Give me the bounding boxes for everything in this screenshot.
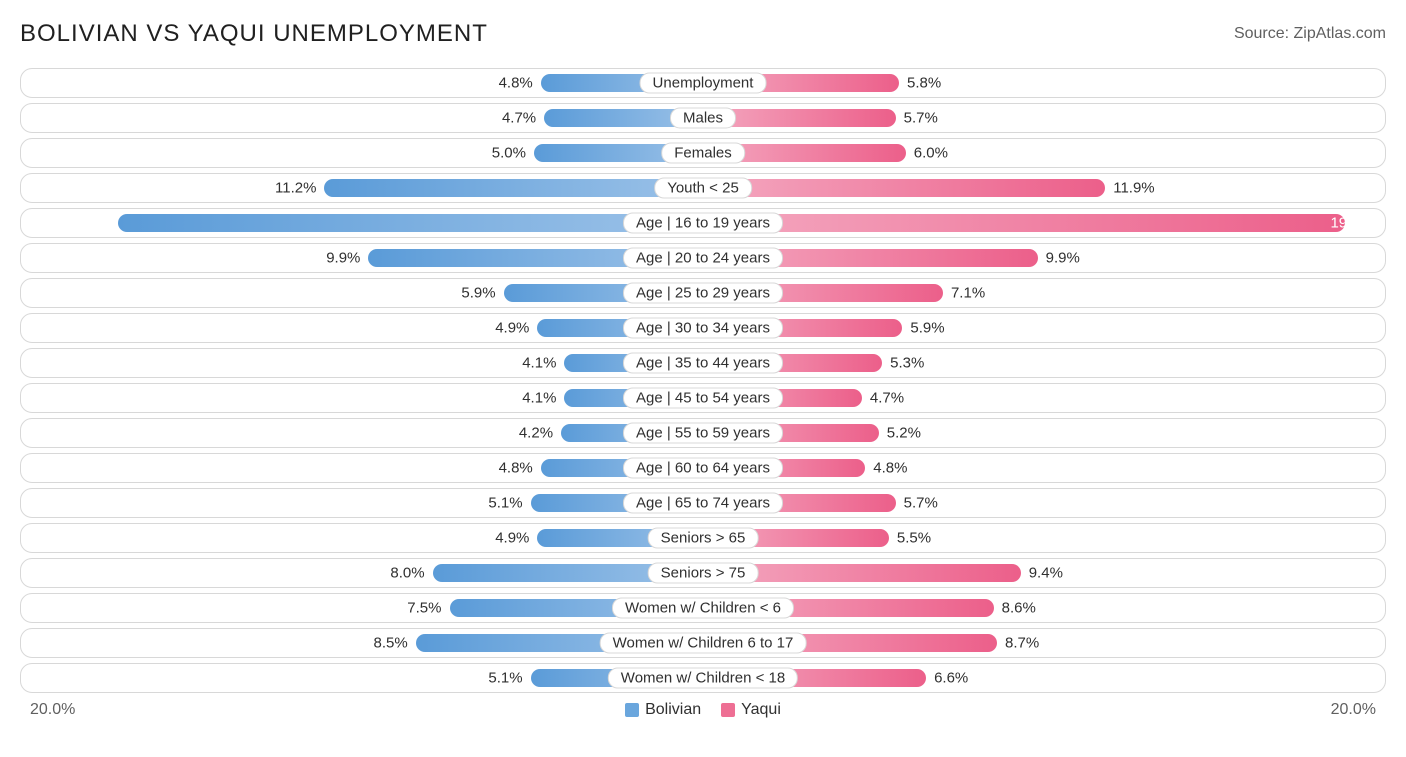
chart-row: 5.0% 6.0% Females [20, 138, 1386, 168]
value-yaqui: 5.5% [897, 530, 931, 547]
value-yaqui: 5.2% [887, 425, 921, 442]
category-label: Seniors > 65 [648, 528, 759, 549]
legend-label-yaqui: Yaqui [741, 701, 781, 719]
category-label: Age | 55 to 59 years [623, 423, 783, 444]
chart-row: 11.2% 11.9% Youth < 25 [20, 173, 1386, 203]
value-yaqui: 6.0% [914, 145, 948, 162]
category-label: Women w/ Children < 6 [612, 598, 794, 619]
category-label: Age | 16 to 19 years [623, 213, 783, 234]
value-yaqui: 19.0% [1330, 215, 1373, 232]
value-bolivian: 9.9% [326, 250, 360, 267]
category-label: Women w/ Children < 18 [608, 668, 798, 689]
value-bolivian: 5.1% [488, 670, 522, 687]
value-bolivian: 11.2% [275, 180, 316, 197]
legend-swatch-bolivian [625, 703, 639, 717]
value-bolivian: 4.8% [499, 460, 533, 477]
value-bolivian: 4.2% [519, 425, 553, 442]
category-label: Age | 45 to 54 years [623, 388, 783, 409]
value-yaqui: 11.9% [1113, 180, 1154, 197]
value-bolivian: 5.9% [461, 285, 495, 302]
value-bolivian: 5.1% [488, 495, 522, 512]
category-label: Seniors > 75 [648, 563, 759, 584]
value-yaqui: 7.1% [951, 285, 985, 302]
chart-row: 8.5% 8.7% Women w/ Children 6 to 17 [20, 628, 1386, 658]
axis-max-left: 20.0% [20, 701, 75, 719]
value-bolivian: 4.8% [499, 75, 533, 92]
category-label: Women w/ Children 6 to 17 [600, 633, 807, 654]
chart-row: 4.7% 5.7% Males [20, 103, 1386, 133]
chart-row: 4.1% 4.7% Age | 45 to 54 years [20, 383, 1386, 413]
chart-row: 7.5% 8.6% Women w/ Children < 6 [20, 593, 1386, 623]
chart-row: 4.1% 5.3% Age | 35 to 44 years [20, 348, 1386, 378]
value-bolivian: 4.7% [502, 110, 536, 127]
value-bolivian: 8.5% [374, 635, 408, 652]
chart-row: 8.0% 9.4% Seniors > 75 [20, 558, 1386, 588]
axis-max-right: 20.0% [1331, 701, 1386, 719]
chart-source: Source: ZipAtlas.com [1234, 25, 1386, 43]
value-yaqui: 8.7% [1005, 635, 1039, 652]
legend-item-bolivian: Bolivian [625, 701, 701, 719]
value-bolivian: 4.9% [495, 530, 529, 547]
category-label: Unemployment [640, 73, 767, 94]
category-label: Age | 20 to 24 years [623, 248, 783, 269]
category-label: Males [670, 108, 736, 129]
category-label: Females [661, 143, 745, 164]
value-yaqui: 5.3% [890, 355, 924, 372]
legend: Bolivian Yaqui [75, 701, 1330, 719]
value-yaqui: 5.7% [904, 110, 938, 127]
value-bolivian: 8.0% [390, 565, 424, 582]
value-bolivian: 7.5% [407, 600, 441, 617]
value-yaqui: 9.4% [1029, 565, 1063, 582]
value-bolivian: 5.0% [492, 145, 526, 162]
bar-bolivian [324, 179, 703, 197]
category-label: Youth < 25 [654, 178, 752, 199]
chart-row: 4.9% 5.9% Age | 30 to 34 years [20, 313, 1386, 343]
value-yaqui: 4.7% [870, 390, 904, 407]
chart-row: 17.3% 19.0% Age | 16 to 19 years [20, 208, 1386, 238]
chart-row: 5.1% 5.7% Age | 65 to 74 years [20, 488, 1386, 518]
value-yaqui: 6.6% [934, 670, 968, 687]
value-yaqui: 4.8% [873, 460, 907, 477]
category-label: Age | 35 to 44 years [623, 353, 783, 374]
bar-yaqui [703, 179, 1105, 197]
legend-item-yaqui: Yaqui [721, 701, 781, 719]
chart-row: 4.9% 5.5% Seniors > 65 [20, 523, 1386, 553]
category-label: Age | 30 to 34 years [623, 318, 783, 339]
bar-yaqui [703, 214, 1345, 232]
value-bolivian: 17.3% [33, 215, 76, 232]
chart-row: 4.2% 5.2% Age | 55 to 59 years [20, 418, 1386, 448]
legend-label-bolivian: Bolivian [645, 701, 701, 719]
category-label: Age | 60 to 64 years [623, 458, 783, 479]
chart-row: 4.8% 5.8% Unemployment [20, 68, 1386, 98]
value-yaqui: 8.6% [1002, 600, 1036, 617]
value-bolivian: 4.9% [495, 320, 529, 337]
value-yaqui: 5.9% [910, 320, 944, 337]
legend-swatch-yaqui [721, 703, 735, 717]
bar-bolivian [118, 214, 703, 232]
chart-header: BOLIVIAN VS YAQUI UNEMPLOYMENT Source: Z… [20, 10, 1386, 68]
diverging-bar-chart: 4.8% 5.8% Unemployment 4.7% 5.7% Males 5.0% 6.0… [20, 68, 1386, 693]
value-bolivian: 4.1% [522, 390, 556, 407]
value-bolivian: 4.1% [522, 355, 556, 372]
chart-title: BOLIVIAN VS YAQUI UNEMPLOYMENT [20, 20, 488, 48]
category-label: Age | 65 to 74 years [623, 493, 783, 514]
chart-row: 5.1% 6.6% Women w/ Children < 18 [20, 663, 1386, 693]
category-label: Age | 25 to 29 years [623, 283, 783, 304]
chart-footer: 20.0% Bolivian Yaqui 20.0% [20, 701, 1386, 719]
value-yaqui: 5.7% [904, 495, 938, 512]
value-yaqui: 5.8% [907, 75, 941, 92]
value-yaqui: 9.9% [1046, 250, 1080, 267]
chart-row: 4.8% 4.8% Age | 60 to 64 years [20, 453, 1386, 483]
chart-row: 5.9% 7.1% Age | 25 to 29 years [20, 278, 1386, 308]
chart-row: 9.9% 9.9% Age | 20 to 24 years [20, 243, 1386, 273]
